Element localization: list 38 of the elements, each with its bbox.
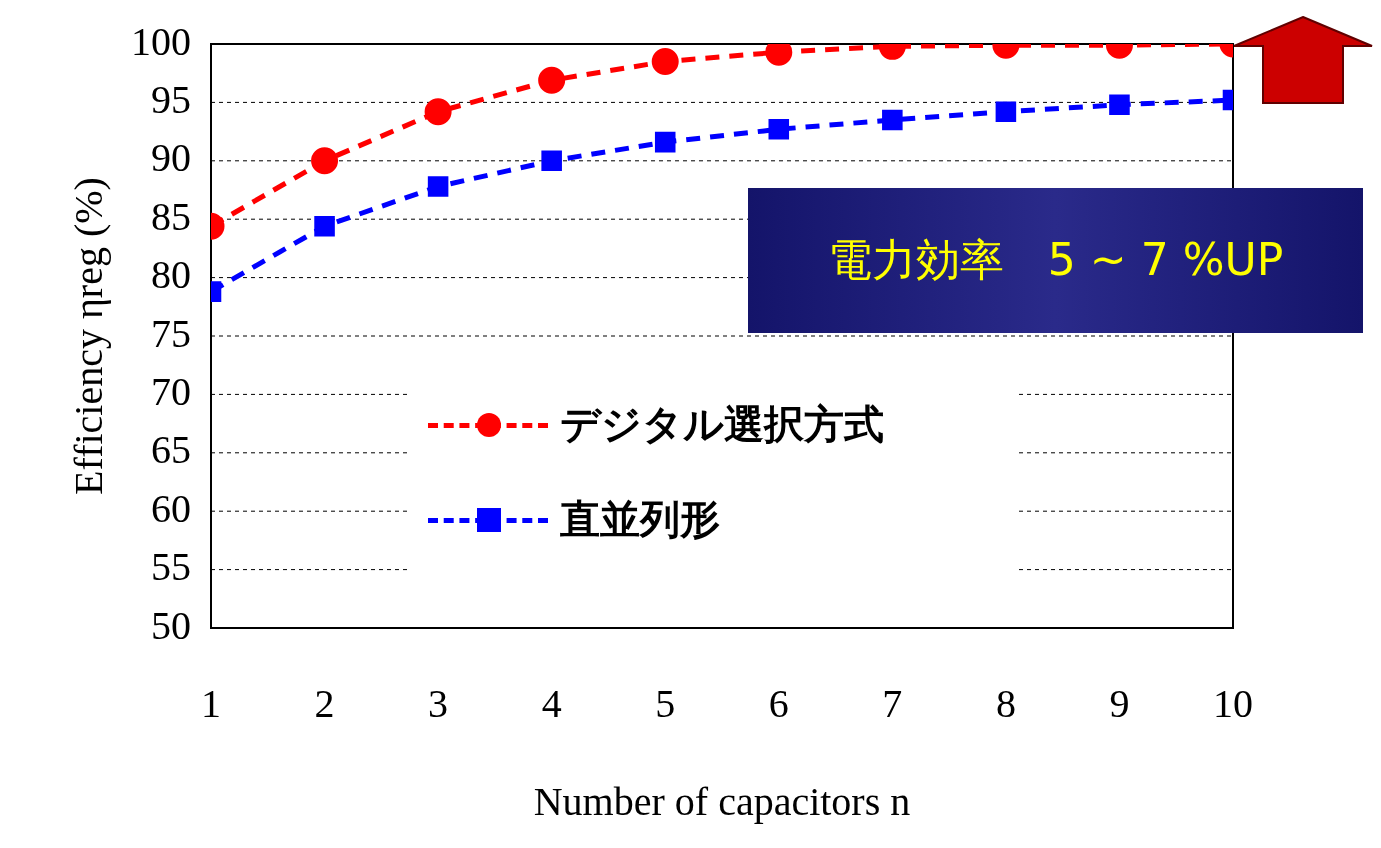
x-tick-label: 9 xyxy=(1109,680,1130,726)
y-tick-label: 80 xyxy=(151,252,191,298)
point xyxy=(424,98,452,126)
point xyxy=(882,109,903,131)
y-tick-label: 55 xyxy=(151,544,191,590)
point xyxy=(651,48,679,76)
point xyxy=(768,118,790,140)
x-tick-label: 6 xyxy=(768,680,789,726)
y-tick-label: 50 xyxy=(151,602,191,648)
y-axis-title: Efficiency ηreg (%) xyxy=(65,177,111,495)
point xyxy=(995,101,1017,123)
point xyxy=(427,176,449,197)
y-tick-label: 85 xyxy=(151,193,191,239)
point xyxy=(311,147,339,175)
x-tick-label: 5 xyxy=(655,680,676,726)
x-tick-label: 2 xyxy=(314,680,335,726)
y-tick-label: 95 xyxy=(151,76,191,122)
y-tick-label: 65 xyxy=(151,427,191,473)
x-tick-label: 1 xyxy=(201,680,221,726)
point xyxy=(541,150,562,172)
y-tick-label: 60 xyxy=(151,485,191,531)
point xyxy=(538,66,566,94)
x-tick-label: 3 xyxy=(428,680,449,726)
x-axis-title: Number of capacitors n xyxy=(533,778,911,824)
y-tick-label: 75 xyxy=(151,310,191,356)
annotation: 電力効率 5 ~ 7 %UP xyxy=(827,233,1284,287)
x-tick-label: 10 xyxy=(1213,680,1253,726)
legend-label: デジタル選択方式 xyxy=(560,400,884,449)
y-tick-label: 100 xyxy=(131,18,191,64)
x-tick-label: 8 xyxy=(995,680,1016,726)
x-tick-label: 7 xyxy=(882,680,903,726)
point xyxy=(314,215,335,237)
y-tick-label: 90 xyxy=(151,135,191,181)
point xyxy=(654,131,676,153)
point xyxy=(1109,94,1130,116)
x-tick-label: 4 xyxy=(541,680,562,726)
y-tick-label: 70 xyxy=(151,368,191,414)
legend-label: 直並列形 xyxy=(560,495,720,544)
